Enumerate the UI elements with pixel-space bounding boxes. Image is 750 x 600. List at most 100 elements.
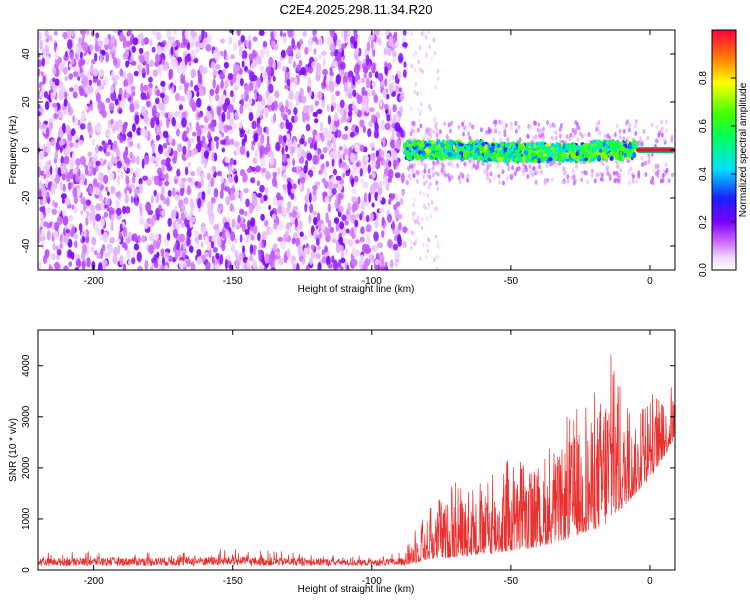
heatmap-cell xyxy=(38,261,42,270)
heatmap-cell xyxy=(200,199,204,207)
heatmap-cell xyxy=(134,167,141,178)
heatmap-cell xyxy=(305,265,310,270)
heatmap-cell xyxy=(357,34,361,44)
heatmap-cell xyxy=(217,100,222,107)
heatmap-cell xyxy=(194,236,199,243)
heatmap-cell xyxy=(598,171,602,177)
heatmap-cell xyxy=(410,31,413,37)
heatmap-cell xyxy=(167,255,173,262)
heatmap-cell xyxy=(280,105,285,113)
heatmap-cell xyxy=(317,245,321,251)
heatmap-cell xyxy=(111,71,116,78)
heatmap-cell xyxy=(306,152,313,161)
heatmap-cell xyxy=(190,80,194,88)
heatmap-cell xyxy=(116,238,121,244)
heatmap-cell xyxy=(624,121,628,127)
heatmap-cell xyxy=(370,183,376,194)
heatmap-cell xyxy=(566,174,570,180)
heatmap-cell xyxy=(100,172,104,183)
heatmap-cell xyxy=(362,125,366,133)
heatmap-cell xyxy=(78,139,84,146)
heatmap-cell xyxy=(654,138,658,144)
heatmap-cell xyxy=(101,50,106,56)
heatmap-cell xyxy=(586,154,591,159)
heatmap-cell xyxy=(506,137,510,143)
heatmap-cell xyxy=(595,142,601,148)
heatmap-cell xyxy=(312,184,318,191)
heatmap-cell xyxy=(140,92,146,100)
heatmap-cell xyxy=(171,41,178,48)
heatmap-cell xyxy=(224,156,229,163)
heatmap-cell xyxy=(427,104,431,109)
heatmap-cell xyxy=(230,90,234,98)
heatmap-cell xyxy=(155,134,160,141)
heatmap-cell xyxy=(152,69,159,77)
heatmap-cell xyxy=(314,133,321,143)
heatmap-cell xyxy=(187,147,191,158)
heatmap-cell xyxy=(335,74,341,85)
heatmap-cell xyxy=(380,265,386,270)
colorbar-label: Normalized spectral amplitude xyxy=(738,82,749,217)
heatmap-cell xyxy=(196,91,200,98)
heatmap-cell xyxy=(190,150,195,158)
heatmap-cell xyxy=(378,180,383,188)
heatmap-cell xyxy=(307,137,313,144)
heatmap-cell xyxy=(81,109,86,120)
heatmap-cell xyxy=(425,254,428,260)
heatmap-cell xyxy=(52,231,59,238)
heatmap-cell xyxy=(417,161,420,166)
heatmap-cell xyxy=(279,30,283,37)
heatmap-cell xyxy=(503,158,508,163)
heatmap-cell xyxy=(101,259,108,268)
heatmap-cell xyxy=(327,203,331,213)
heatmap-cell xyxy=(606,165,610,170)
heatmap-cell xyxy=(57,129,64,138)
heatmap-cell xyxy=(422,192,425,197)
heatmap-cell xyxy=(130,35,133,46)
heatmap-cell xyxy=(271,40,276,48)
heatmap-cell xyxy=(51,181,57,190)
heatmap-cell xyxy=(41,56,45,67)
heatmap-cell xyxy=(213,187,219,198)
heatmap-cell xyxy=(347,30,351,38)
heatmap-cell xyxy=(39,39,43,51)
heatmap-cell xyxy=(65,172,71,183)
heatmap-cell xyxy=(46,207,52,214)
heatmap-cell xyxy=(92,68,99,77)
heatmap-cell xyxy=(365,224,372,233)
heatmap-cell xyxy=(131,248,136,257)
heatmap-cell xyxy=(45,54,50,65)
heatmap-cell xyxy=(63,265,69,270)
heatmap-cell xyxy=(79,178,85,186)
heatmap-cell xyxy=(241,98,245,107)
heatmap-cell xyxy=(497,130,501,136)
heatmap-cell xyxy=(335,90,341,97)
heatmap-cell xyxy=(163,94,170,105)
heatmap-cell xyxy=(522,156,525,162)
heatmap-cell xyxy=(95,145,99,154)
heatmap-cell xyxy=(288,212,292,218)
heatmap-cell xyxy=(312,36,318,42)
heatmap-cell xyxy=(496,143,501,149)
heatmap-cell xyxy=(73,134,79,141)
heatmap-cell xyxy=(431,152,435,158)
heatmap-cell xyxy=(328,79,334,90)
heatmap-cell xyxy=(354,47,360,55)
heatmap-cell xyxy=(501,169,505,175)
colorbar-tick-label: 0.6 xyxy=(698,119,709,133)
heatmap-cell xyxy=(371,114,377,123)
heatmap-cell xyxy=(637,170,641,176)
heatmap-cell xyxy=(485,171,489,177)
heatmap-cell xyxy=(643,160,647,166)
heatmap-cell xyxy=(212,165,217,173)
heatmap-cell xyxy=(347,92,353,99)
heatmap-cell xyxy=(409,152,413,157)
heatmap-cell xyxy=(53,87,57,97)
heatmap-cell xyxy=(39,199,44,206)
heatmap-cell xyxy=(413,128,416,134)
heatmap-cell xyxy=(354,219,359,228)
heatmap-cell xyxy=(229,203,234,212)
heatmap-cell xyxy=(364,244,371,255)
heatmap-cell xyxy=(410,240,413,245)
heatmap-cell xyxy=(262,41,268,48)
